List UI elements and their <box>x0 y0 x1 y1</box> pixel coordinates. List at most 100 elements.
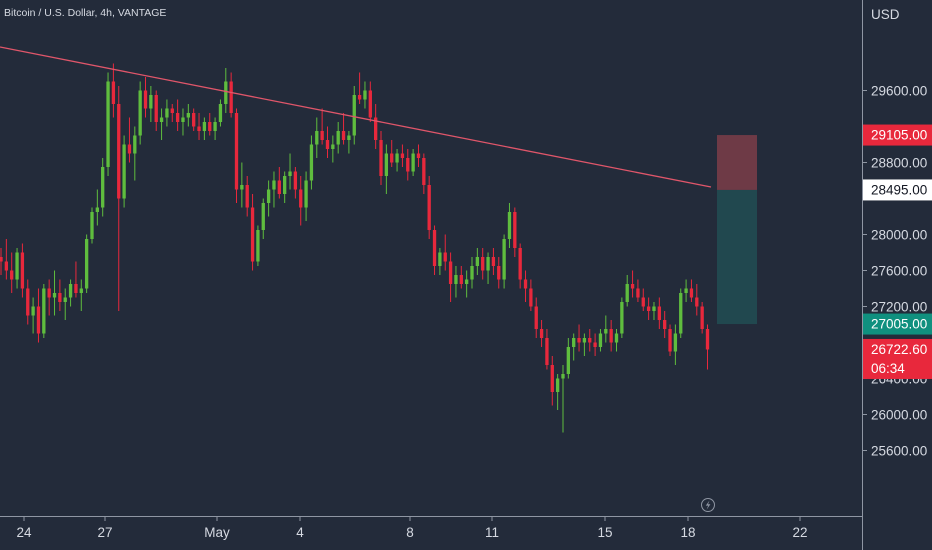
candle[interactable] <box>379 131 383 185</box>
candle[interactable] <box>68 279 73 307</box>
candle[interactable] <box>347 131 351 154</box>
candle[interactable] <box>341 113 346 145</box>
candle[interactable] <box>673 324 678 366</box>
candle[interactable] <box>52 270 57 316</box>
candle[interactable] <box>373 104 378 149</box>
candle[interactable] <box>165 99 169 127</box>
candle[interactable] <box>695 284 699 316</box>
candle[interactable] <box>240 162 244 208</box>
candle[interactable] <box>218 99 223 127</box>
candle[interactable] <box>272 171 276 208</box>
candle[interactable] <box>668 324 672 357</box>
candle[interactable] <box>572 333 576 361</box>
candle[interactable] <box>363 81 367 109</box>
candle[interactable] <box>486 252 490 285</box>
candle[interactable] <box>175 99 180 132</box>
candle[interactable] <box>641 288 645 312</box>
candle[interactable] <box>555 374 560 410</box>
candle[interactable] <box>561 365 565 433</box>
candle[interactable] <box>170 104 174 122</box>
candle[interactable] <box>181 108 185 136</box>
candle[interactable] <box>652 302 656 320</box>
current-price-label[interactable]: 26722.60 06:34 <box>863 338 932 379</box>
entry-price-label[interactable]: 28495.00 <box>863 179 932 201</box>
candle[interactable] <box>416 144 421 168</box>
candle[interactable] <box>192 108 196 132</box>
trendline[interactable] <box>0 46 712 188</box>
candle[interactable] <box>111 63 116 118</box>
candle[interactable] <box>454 266 458 298</box>
candle[interactable] <box>625 275 629 307</box>
candle[interactable] <box>368 81 372 123</box>
candle[interactable] <box>229 72 233 118</box>
candle[interactable] <box>4 239 9 280</box>
candle[interactable] <box>293 167 298 199</box>
candle[interactable] <box>106 72 110 177</box>
candle[interactable] <box>133 126 137 181</box>
candle[interactable] <box>443 234 447 271</box>
candle[interactable] <box>663 311 667 338</box>
candle[interactable] <box>224 68 228 113</box>
candle[interactable] <box>534 297 538 339</box>
candle[interactable] <box>411 149 415 176</box>
candle[interactable] <box>497 257 501 289</box>
candle[interactable] <box>36 288 41 343</box>
take-profit-zone[interactable] <box>717 189 757 325</box>
candle[interactable] <box>10 252 14 294</box>
candle[interactable] <box>609 320 613 352</box>
candle[interactable] <box>208 113 212 136</box>
candle[interactable] <box>475 248 480 275</box>
candle[interactable] <box>438 248 442 275</box>
candle[interactable] <box>90 207 94 244</box>
candle[interactable] <box>304 171 308 222</box>
candle[interactable] <box>448 252 453 303</box>
time-axis[interactable]: 24 27 May 4 8 11 15 18 22 <box>16 516 808 540</box>
candle[interactable] <box>406 149 410 181</box>
candle[interactable] <box>577 324 581 352</box>
candle[interactable] <box>202 117 207 141</box>
candle[interactable] <box>432 225 437 276</box>
candle[interactable] <box>79 279 83 312</box>
candle[interactable] <box>620 297 624 339</box>
candle[interactable] <box>58 279 62 312</box>
candle[interactable] <box>42 284 46 338</box>
candle[interactable] <box>604 315 608 343</box>
candle[interactable] <box>283 171 287 204</box>
candle[interactable] <box>101 158 105 217</box>
candle[interactable] <box>491 248 496 275</box>
candle[interactable] <box>502 234 506 289</box>
candle[interactable] <box>523 270 528 303</box>
candle[interactable] <box>684 279 688 303</box>
candle[interactable] <box>646 297 651 321</box>
candle[interactable] <box>507 203 512 248</box>
candle[interactable] <box>315 117 319 159</box>
currency-label[interactable]: USD <box>871 7 900 22</box>
candle[interactable] <box>636 279 640 303</box>
candle[interactable] <box>481 248 485 280</box>
candle[interactable] <box>277 167 281 199</box>
lightning-icon[interactable] <box>701 498 715 512</box>
candle[interactable] <box>74 261 78 298</box>
candle[interactable] <box>266 180 271 217</box>
candle[interactable] <box>390 140 394 167</box>
candle[interactable] <box>117 86 121 311</box>
candle[interactable] <box>20 243 25 298</box>
candle[interactable] <box>529 279 533 312</box>
candle[interactable] <box>234 108 239 204</box>
stop-price-label[interactable]: 29105.00 <box>863 124 932 146</box>
candle[interactable] <box>539 320 544 347</box>
candle[interactable] <box>0 248 3 275</box>
candle[interactable] <box>550 356 554 406</box>
candle[interactable] <box>320 108 324 145</box>
candle[interactable] <box>422 153 426 195</box>
candle[interactable] <box>31 297 35 334</box>
candle[interactable] <box>679 288 683 339</box>
candle[interactable] <box>245 176 249 217</box>
candle[interactable] <box>352 86 356 145</box>
candle[interactable] <box>47 279 51 316</box>
candle[interactable] <box>459 266 463 289</box>
candle[interactable] <box>630 270 635 298</box>
candle[interactable] <box>325 126 330 159</box>
